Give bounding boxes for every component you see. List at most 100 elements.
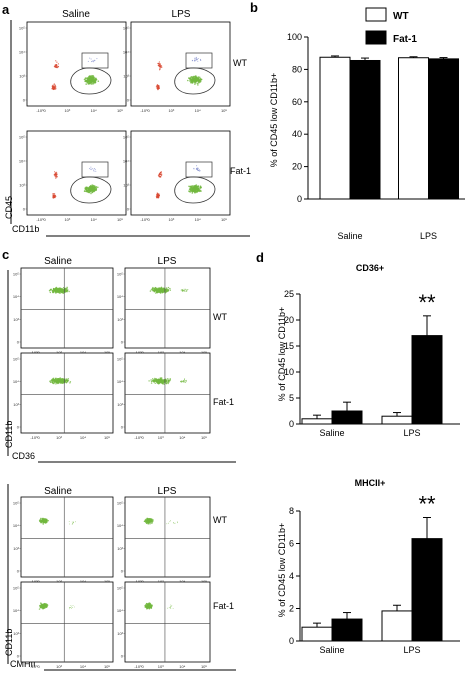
panel-c-plot-ytick-label: 10³ — [13, 631, 19, 636]
panel-c-plot-xtick-label: -10³0 — [134, 435, 144, 440]
panel-a-blue-event — [92, 60, 94, 62]
panel-a-blue-event — [197, 58, 199, 59]
panel-c-plot-xtick-label: 10⁴ — [80, 350, 86, 355]
chart-d1-category-label: Saline — [319, 428, 344, 438]
panel-a-red-event — [52, 193, 54, 195]
panel-c-plot-ytick-label: 0 — [121, 654, 124, 659]
panel-a-green-event — [90, 76, 92, 78]
panel-a-red-event — [159, 176, 161, 178]
panel-c-green-event — [48, 290, 51, 292]
panel-a-plot-xtick-label: 10⁴ — [195, 217, 201, 222]
panel-c-green-event — [166, 523, 168, 525]
chart-d2-ytick-label: 8 — [289, 506, 294, 516]
panel-c-green-event — [170, 606, 172, 607]
panel-a-blue-event — [90, 166, 92, 168]
panel-c-bottom-col-saline: Saline — [44, 486, 72, 497]
panel-c-green-event — [70, 605, 72, 606]
chart-b-ytick-label: 100 — [287, 32, 302, 42]
panel-a-green-event — [190, 185, 193, 188]
panel-c-green-event — [182, 380, 184, 382]
panel-c-green-event — [49, 291, 51, 294]
panel-a-red-event — [53, 83, 55, 85]
panel-c-green-event — [145, 521, 147, 524]
panel-a-green-event — [191, 76, 193, 78]
panel-a-plot-xtick-label: -10³0 — [140, 108, 150, 113]
panel-a-green-event — [83, 78, 86, 81]
legend-swatch-wt — [365, 7, 387, 22]
panel-a-xlabel: CD11b — [12, 224, 39, 234]
panel-a-blue-event — [195, 168, 197, 170]
panel-c-green-event — [159, 377, 161, 379]
panel-c-green-event — [55, 383, 57, 385]
panel-a-low-gate — [174, 67, 216, 95]
panel-c-green-event — [72, 605, 74, 606]
panel-c-plot-xtick-label: 10⁴ — [179, 350, 185, 355]
panel-a-green-event — [91, 191, 93, 193]
panel-a-green-event — [199, 79, 202, 81]
chart-d2-bar — [411, 538, 443, 642]
panel-a-low-gate — [174, 176, 216, 204]
panel-c-green-event — [66, 287, 68, 289]
panel-d: d CD36+ % of CD45 low CD11b+ 0510152025S… — [256, 250, 460, 655]
panel-a-green-event — [92, 184, 95, 187]
panel-a-green-event — [85, 79, 87, 82]
panel-a-green-event — [188, 185, 190, 188]
panel-c-green-event — [154, 378, 157, 380]
legend-label-fat1: Fat-1 — [393, 34, 417, 45]
panel-c-green-event — [57, 288, 59, 290]
panel-a-blue-event — [93, 61, 95, 63]
panel-a-blue-event — [95, 170, 97, 172]
panel-a-red-event — [55, 60, 57, 62]
panel-c-plot-ytick-label: 0 — [17, 569, 20, 574]
panel-c-green-event — [150, 382, 153, 384]
panel-c-green-event — [176, 521, 178, 523]
panel-c-green-event — [165, 382, 167, 385]
panel-c-letter: c — [2, 247, 9, 262]
panel-c-plot-ytick-label: 0 — [17, 654, 20, 659]
panel-a-red-event — [52, 87, 54, 89]
panel-c-plot-frame — [20, 352, 114, 434]
panel-b: b WT Fat-1 % of CD45 low CD11b+ 0 20 40 60 8… — [250, 0, 465, 241]
panel-c-green-event — [54, 290, 56, 292]
panel-a-plot-ytick-label: 0 — [127, 98, 130, 103]
chart-d2-ylabel: % of CD45 low CD11b+ — [277, 523, 287, 618]
panel-c-green-event — [173, 522, 175, 523]
panel-c-green-event — [154, 380, 156, 382]
panel-c-green-event — [52, 377, 54, 380]
panel-c-green-event — [153, 379, 156, 381]
panel-a-green-event — [90, 83, 93, 85]
chart-b-bar — [428, 58, 459, 200]
panel-a-green-event — [87, 81, 89, 84]
panel-d-letter: d — [256, 250, 264, 265]
panel-a-red-event — [53, 195, 55, 198]
panel-c-green-event — [65, 290, 67, 292]
panel-c-green-event — [150, 380, 153, 383]
panel-a-row-fat1: Fat-1 — [230, 166, 251, 176]
panel-a-blue-event — [94, 60, 96, 62]
panel-c-green-event — [180, 381, 182, 383]
panel-c-green-event — [156, 288, 158, 291]
panel-c-plot: 10⁵ 10⁴ 10³ 0 -10³0 10³ 10⁴ 10⁵ — [117, 352, 211, 440]
panel-c-plot-frame — [124, 581, 211, 663]
chart-d1-bar — [331, 410, 363, 425]
panel-a-plot-ytick-label: 10⁵ — [123, 26, 129, 31]
panel-c-plot-ytick-label: 10⁴ — [117, 608, 123, 613]
panel-c-green-event — [169, 289, 171, 291]
panel-c-green-event — [160, 378, 162, 381]
panel-c-green-event — [57, 290, 60, 292]
chart-d1-bar — [301, 418, 333, 425]
panel-c-green-event — [181, 290, 183, 292]
panel-a-red-event — [160, 173, 162, 175]
panel-a-blue-event — [197, 167, 199, 169]
panel-a-green-event — [191, 190, 194, 193]
panel-c-green-event — [168, 522, 169, 524]
panel-a-green-event — [93, 190, 95, 193]
panel-a-green-event — [189, 189, 192, 191]
panel-c-green-event — [166, 379, 168, 381]
panel-c-green-event — [167, 380, 170, 383]
panel-c-green-event — [184, 381, 186, 383]
panel-c-col-lps: LPS — [158, 256, 177, 267]
panel-c-green-event — [45, 522, 47, 524]
panel-c-green-event — [158, 382, 160, 384]
panel-a-plot-frame — [130, 130, 231, 216]
